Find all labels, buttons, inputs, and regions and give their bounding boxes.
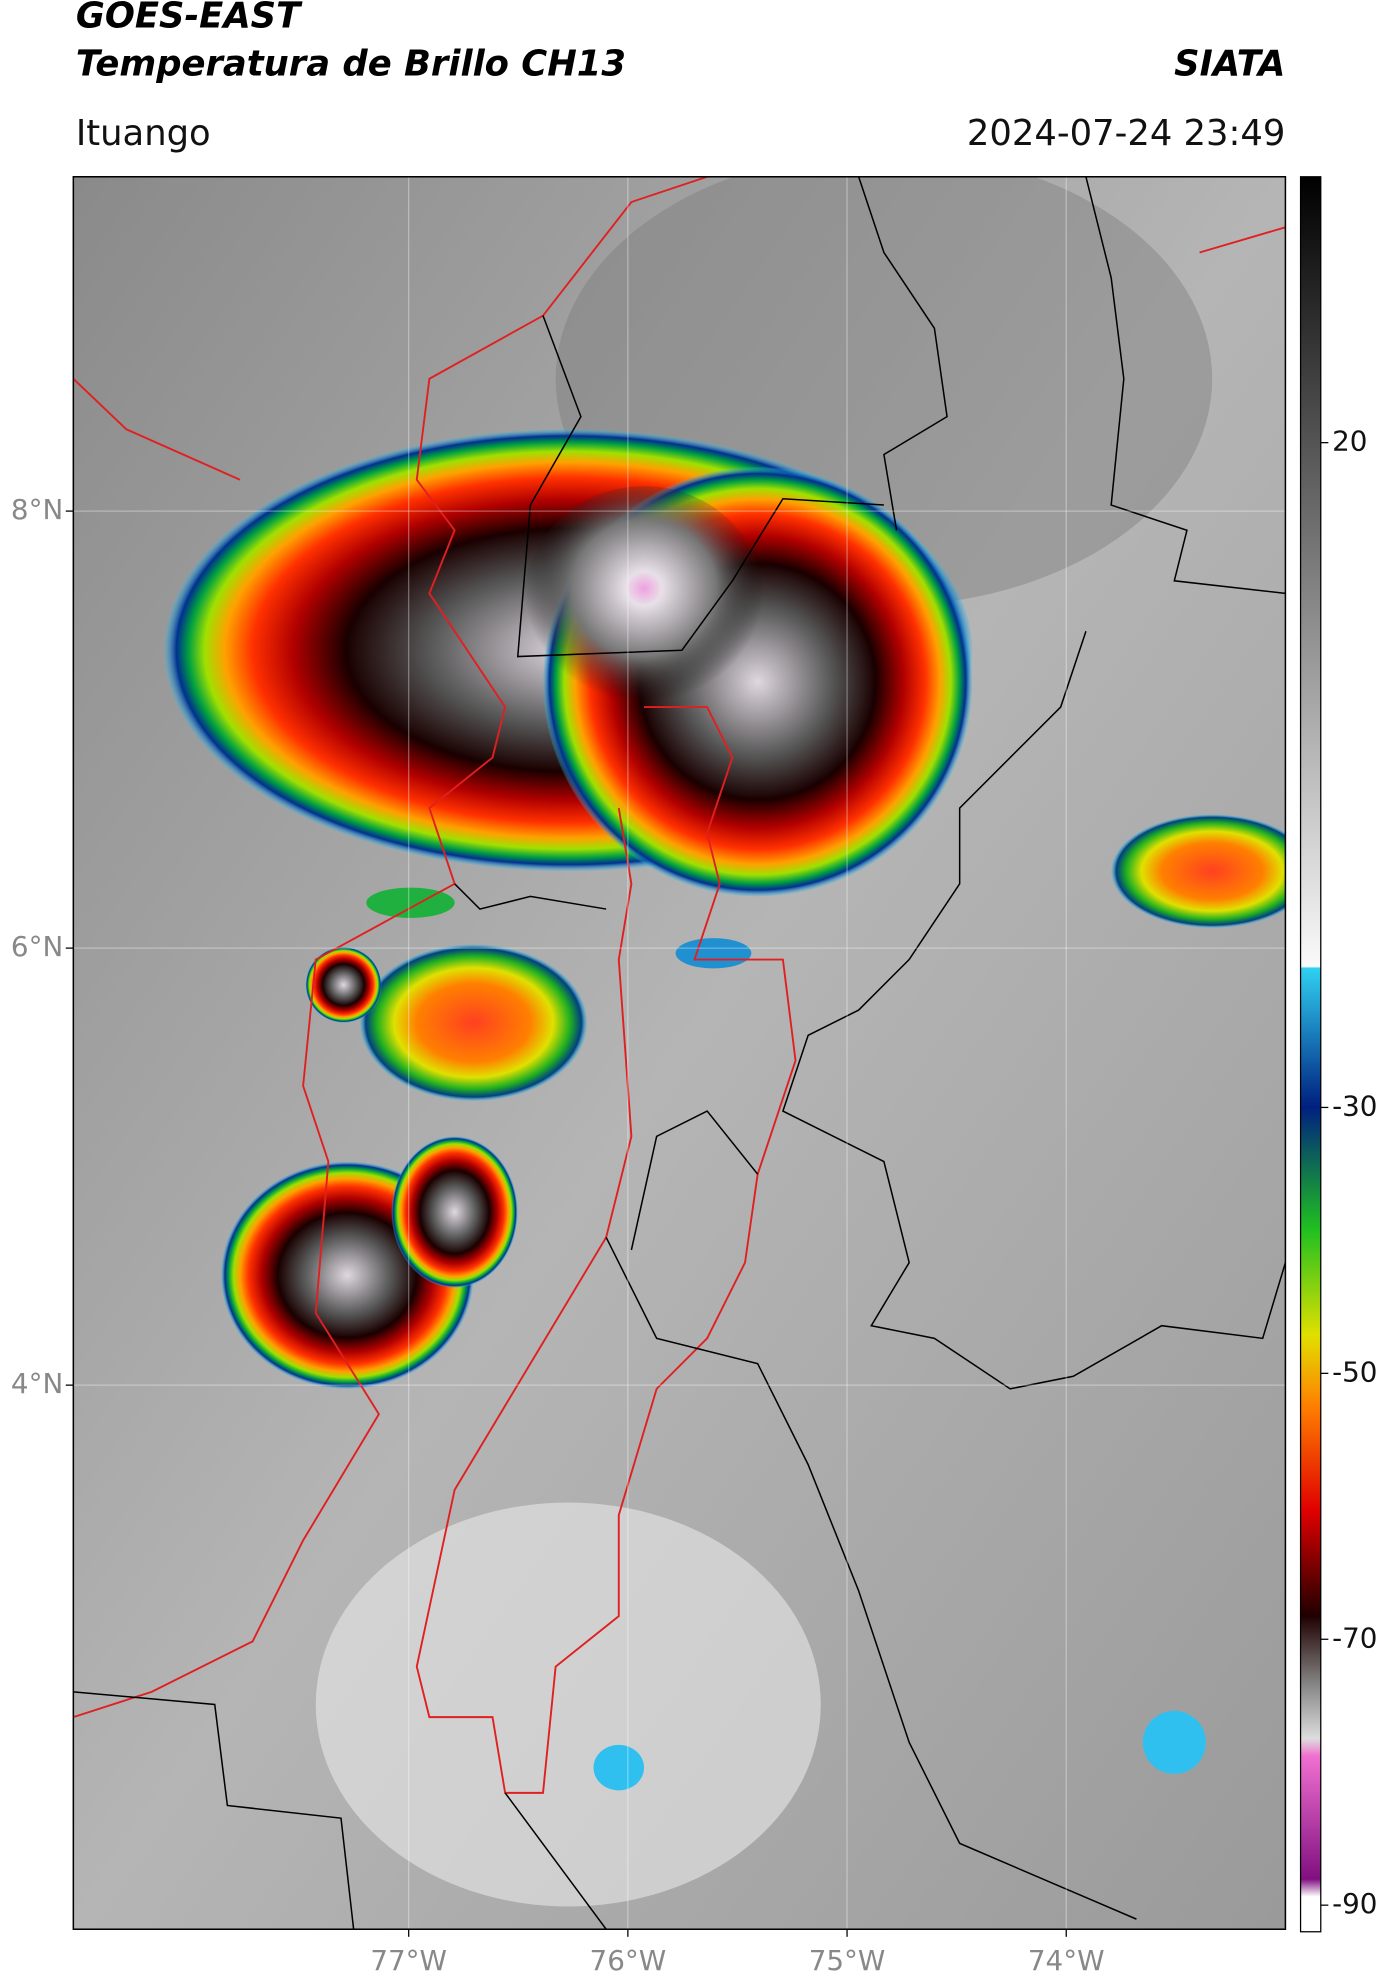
storm <box>366 887 455 918</box>
x-tick-label: 74°W <box>1028 1944 1105 1977</box>
map-frame <box>72 176 1287 1930</box>
map-image <box>73 176 1286 1930</box>
storm <box>391 1136 518 1288</box>
colorbar-tick-label: 20 <box>1332 425 1367 458</box>
cloud-top <box>1142 1710 1206 1774</box>
colorbar <box>1299 176 1322 1933</box>
region: Ituango <box>76 113 211 154</box>
storm <box>1111 814 1286 928</box>
cloud-top <box>593 1744 645 1791</box>
colorbar-tick-label: -90 <box>1332 1887 1377 1920</box>
colorbar-tick-label: -30 <box>1332 1089 1377 1122</box>
x-tick-label: 76°W <box>590 1944 667 1977</box>
timestamp: 2024-07-24 23:49 <box>967 113 1286 154</box>
x-tick-label: 75°W <box>809 1944 886 1977</box>
y-tick-label: 8°N <box>11 493 63 526</box>
storm <box>675 938 752 969</box>
storm-core <box>524 486 764 714</box>
colorbar-tick-label: -50 <box>1332 1355 1377 1388</box>
cloud <box>315 1502 821 1907</box>
colorbar-tick-label: -70 <box>1332 1621 1377 1654</box>
grid <box>73 176 1286 1930</box>
border-black <box>73 176 1286 1930</box>
y-tick-label: 6°N <box>11 930 63 963</box>
x-tick-label: 77°W <box>370 1944 447 1977</box>
subtitle: Temperatura de Brillo CH13 <box>76 44 626 85</box>
storm <box>359 944 588 1101</box>
y-tick-label: 4°N <box>11 1367 63 1400</box>
border-red <box>73 176 1286 1794</box>
title: GOES-EAST <box>76 0 303 37</box>
storm <box>305 946 382 1023</box>
source: SIATA <box>1174 44 1285 85</box>
